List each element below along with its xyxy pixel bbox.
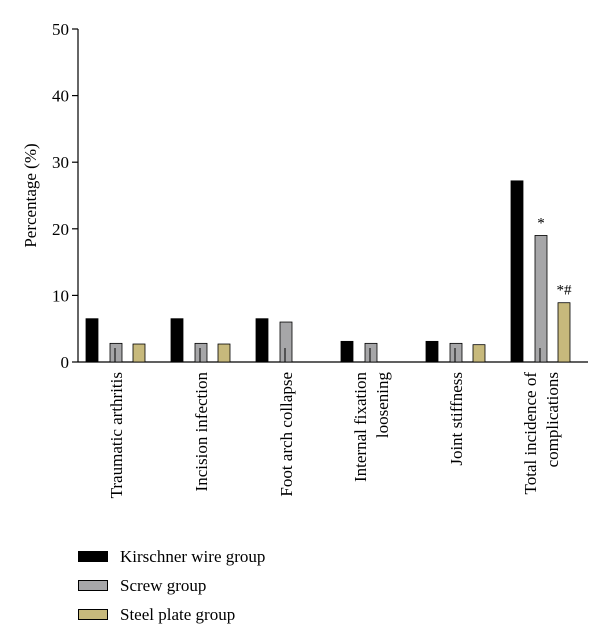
legend-swatch-screw	[78, 580, 108, 591]
bar-0-0	[85, 318, 99, 363]
legend-label-steel-plate: Steel plate group	[120, 604, 236, 624]
category-label-3-0: Internal fixation	[351, 372, 370, 482]
category-label-0-0: Traumatic arthritis	[107, 372, 126, 498]
bar-3-0	[340, 340, 354, 363]
bars	[85, 180, 571, 363]
annotation-0: *	[537, 215, 545, 231]
category-label-5-1: complications	[543, 372, 562, 467]
bar-1-2	[217, 343, 231, 363]
bar-2-1	[279, 321, 293, 363]
annotation-1: *#	[557, 283, 573, 299]
y-tick-label-40: 40	[52, 87, 69, 106]
bar-0-1	[109, 342, 123, 363]
y-axis-label: Percentage (%)	[21, 143, 40, 247]
category-label-1-0: Incision infection	[192, 372, 211, 492]
bar-1-1	[194, 342, 208, 363]
labels: Traumatic arthritis Incision infection Foo…	[107, 215, 572, 498]
legend-item-screw: Screw group	[78, 571, 265, 600]
category-label-3-1: loosening	[373, 372, 392, 439]
y-tick-label-0: 0	[61, 353, 70, 372]
bar-4-2	[472, 344, 486, 363]
bar-3-1	[364, 342, 378, 363]
legend-swatch-kirschner	[78, 551, 108, 562]
category-label-2-0: Foot arch collapse	[277, 372, 296, 497]
bar-0-2	[132, 343, 146, 363]
y-tick-label-20: 20	[52, 220, 69, 239]
bar-5-1	[534, 235, 548, 363]
bar-4-0	[425, 340, 439, 363]
y-tick-label-50: 50	[52, 20, 69, 39]
bar-2-0	[255, 318, 269, 363]
bar-1-0	[170, 318, 184, 363]
legend-label-screw: Screw group	[120, 575, 207, 595]
y-tick-label-30: 30	[52, 153, 69, 172]
bar-4-1	[449, 342, 463, 363]
axes: 0 10 20 30 40 50 Percentage (%)	[21, 20, 588, 372]
legend: Kirschner wire group Screw group Steel p…	[78, 542, 265, 629]
legend-label-kirschner: Kirschner wire group	[120, 546, 266, 566]
category-label-5-0: Total incidence of	[521, 372, 540, 495]
legend-item-kirschner: Kirschner wire group	[78, 542, 265, 571]
bar-5-2	[557, 302, 571, 363]
legend-swatch-steel-plate	[78, 609, 108, 620]
bar-5-0	[510, 180, 524, 363]
category-label-4-0: Joint stiffness	[447, 372, 466, 466]
y-tick-label-10: 10	[52, 286, 69, 305]
legend-item-steel-plate: Steel plate group	[78, 600, 265, 629]
